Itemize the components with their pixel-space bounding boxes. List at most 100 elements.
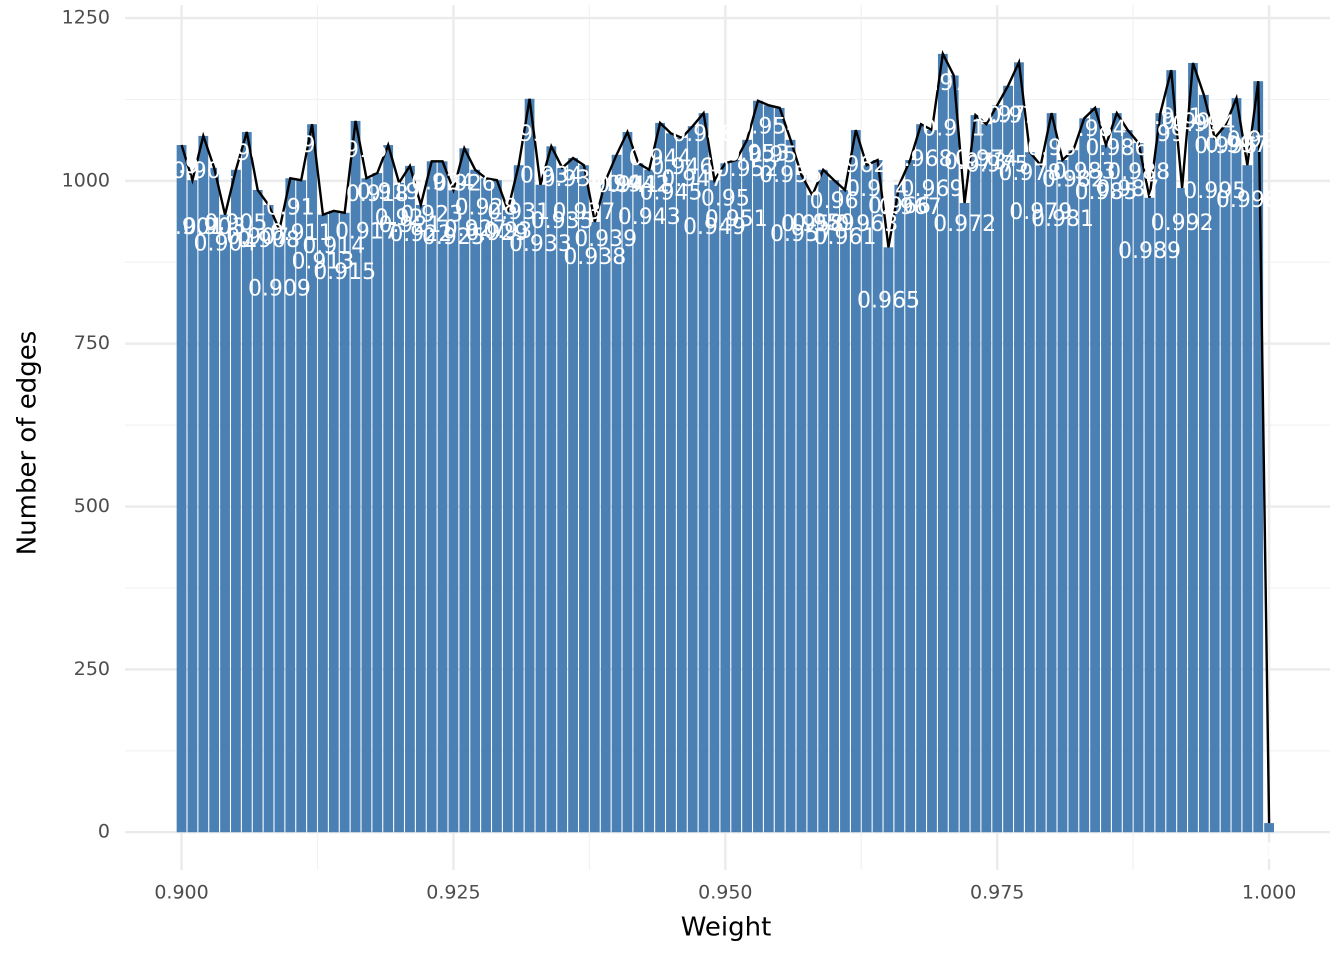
bar [785,139,796,833]
bar [633,163,644,833]
bar [720,163,731,833]
bar-label: 0.93 [483,219,532,244]
bar-label: 0.938 [563,245,626,270]
bar [1046,113,1057,833]
bar [905,160,916,833]
bar-label: 0.96 [810,189,859,214]
bar-label: 0.902 [172,159,235,184]
bar [872,160,883,833]
bar-label: 0.908 [237,228,300,253]
bar-label: 0.931 [487,200,550,225]
bar-label: 0.921 [378,213,441,238]
bar [524,98,535,833]
bar [894,184,905,833]
bar-label: 0.97 [918,71,967,96]
bar-label: 0.982 [1042,167,1105,192]
bar [829,180,839,833]
bar-label: 0.91 [266,195,315,220]
bar-label: 0.906 [215,141,278,166]
bar-label: 0.999 [1227,128,1290,153]
bar-label: 0.991 [1140,105,1203,130]
bar [753,100,763,833]
bar [1209,137,1220,833]
y-tick-label: 250 [74,658,110,680]
bar [1003,85,1013,833]
bar [535,184,546,833]
bar [176,145,187,833]
bar [361,178,372,833]
bar-label: 0.985 [1074,180,1137,205]
bar [1035,165,1046,833]
bar-label: 0.917 [335,219,398,244]
bar [557,167,568,833]
bar [252,189,263,833]
bar-label: 0.961 [813,225,876,250]
bar [1101,145,1111,833]
bar-label: 0.954 [737,114,800,139]
bar-label: 0.927 [444,217,507,242]
bar-label: 0.913 [291,250,354,275]
bar-label: 0.967 [879,195,942,220]
bar [840,189,850,833]
bar [687,126,698,833]
bar [937,53,948,833]
bar [546,146,557,833]
x-tick-label: 1.000 [1242,882,1296,904]
bar-label: 0.949 [683,215,746,240]
bar-label: 0.988 [1107,160,1170,185]
bar-label: 0.934 [520,163,583,188]
bar [948,75,959,833]
bar [1144,197,1155,833]
bar-label: 0.959 [792,211,855,236]
bar [1242,165,1253,833]
bar [807,195,818,833]
bar [1014,62,1024,833]
bar-label: 0.979 [1009,200,1072,225]
bar-label: 0.923 [400,202,463,227]
x-tick-label: 0.975 [970,882,1024,904]
bar-label: 0.972 [933,212,996,237]
bar-label: 0.916 [324,138,387,163]
bar [263,204,274,833]
bar [1090,107,1100,833]
y-axis-title: Number of edges [13,331,43,556]
bar [611,154,622,833]
bar [992,105,1003,833]
bar [1198,94,1209,833]
bar [394,182,404,833]
bar-label: 0.977 [987,103,1050,128]
bar-label: 0.907 [226,225,289,250]
bar [383,145,394,833]
bar [655,122,665,833]
bar [274,229,285,833]
bar-label: 0.941 [596,173,659,198]
bar-label: 0.975 [966,152,1029,177]
bar-label: 0.957 [770,222,833,247]
bar [927,130,937,833]
bar-label: 0.998 [1216,188,1279,213]
bar-label: 0.937 [552,200,615,225]
bar [959,203,970,833]
bar-label: 0.94 [592,172,641,197]
bar [579,165,589,833]
bar [1177,188,1187,833]
bar-label: 0.918 [346,182,409,207]
bar [698,113,709,833]
bar-label: 0.978 [998,161,1061,186]
bar-label: 0.919 [357,180,420,205]
bar-label: 0.984 [1064,117,1127,142]
bar-label: 0.915 [313,260,376,285]
bar-label: 0.926 [433,171,496,196]
bar-label: 0.952 [716,157,779,182]
bar [1057,160,1068,833]
bar [818,169,829,833]
bar [470,169,481,833]
bar-label: 0.992 [1151,211,1214,236]
bar-label: 0.903 [183,215,246,240]
bar [198,135,209,833]
bar-label: 0.99 [1136,122,1185,147]
bar [405,165,415,833]
bar-label: 0.928 [455,195,518,220]
x-tick-label: 0.950 [698,882,752,904]
bar [1188,62,1198,833]
